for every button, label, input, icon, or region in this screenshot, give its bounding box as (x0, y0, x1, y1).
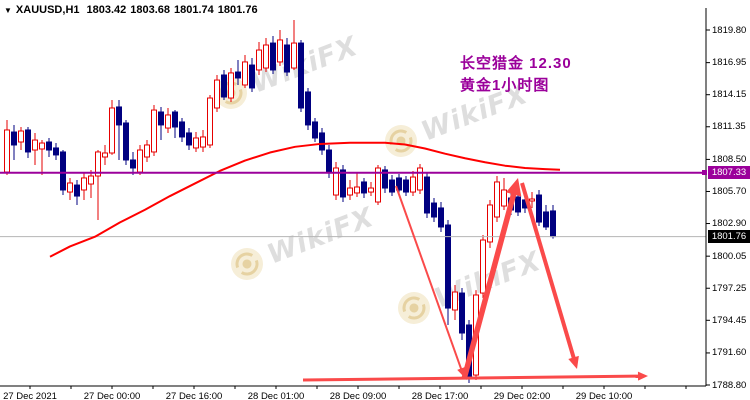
candle-bear (305, 91, 311, 126)
candle-bear (60, 151, 66, 191)
candle-bull (32, 139, 38, 151)
candle-bull (494, 181, 500, 218)
candle-bear (270, 42, 276, 71)
candle-bear (235, 71, 241, 79)
candle-bull (214, 79, 220, 109)
candle-bull (263, 44, 269, 69)
candle-bull (165, 114, 171, 129)
trend-arrow-line[interactable] (302, 374, 643, 382)
candle-bull (410, 176, 416, 193)
candle-bear (158, 111, 164, 126)
candle-bear (298, 42, 304, 109)
candle-bull (417, 167, 423, 191)
trend-arrow-head (505, 178, 522, 197)
wikifx-logo-icon (231, 248, 263, 280)
candle-bull (144, 144, 150, 158)
candle-bull (291, 42, 297, 69)
candle-bear (438, 207, 444, 228)
trend-arrow-line[interactable] (461, 187, 519, 380)
candle-bull (480, 239, 486, 294)
candle-bear (179, 121, 185, 138)
candle-bear (326, 149, 332, 173)
trend-arrow-head (568, 355, 579, 369)
candle-bull (151, 109, 157, 153)
candle-bull (256, 49, 262, 71)
candle-bull (200, 136, 206, 148)
candle-bull (501, 189, 507, 207)
candle-bear (25, 129, 31, 153)
candle-bull (137, 149, 143, 173)
candle-bear (319, 132, 325, 151)
candle-bear (284, 44, 290, 73)
candle-bear (116, 106, 122, 126)
candle-bear (382, 169, 388, 189)
candle-bear (312, 121, 318, 139)
wikifx-watermark: WikiFX (392, 244, 546, 330)
candle-bear (53, 147, 59, 156)
candle-bear (340, 169, 346, 198)
candle-bull (452, 291, 458, 311)
candle-bull (529, 198, 535, 202)
candle-bear (186, 132, 192, 146)
trend-arrow-line[interactable] (520, 182, 577, 363)
candle-bear (459, 292, 465, 334)
candle-bear (445, 224, 451, 309)
candle-bear (46, 141, 52, 151)
candle-bull (333, 167, 339, 196)
candle-bear (123, 122, 129, 161)
candle-bear (74, 184, 80, 197)
candle-bull (277, 39, 283, 63)
candle-bull (109, 107, 115, 154)
candle-bull (193, 137, 199, 149)
candle-bear (515, 196, 521, 213)
candle-bear (361, 181, 367, 194)
candle-bear (536, 194, 542, 223)
candle-bull (242, 61, 248, 86)
candle-bear (130, 159, 136, 169)
candle-bull (4, 129, 10, 173)
candle-bull (81, 177, 87, 191)
candle-bull (487, 204, 493, 243)
candle-bull (39, 142, 45, 150)
candle-bear (403, 179, 409, 193)
candle-bear (543, 211, 549, 228)
candle-bull (102, 152, 108, 158)
candle-bear (221, 74, 227, 98)
candle-bull (347, 187, 353, 196)
candle-bull (95, 151, 101, 177)
candle-bear (396, 177, 402, 191)
candle-bull (354, 186, 360, 194)
moving-average-line (49, 141, 561, 258)
candle-bull (88, 175, 94, 185)
candle-bull (368, 187, 374, 193)
candle-bull (375, 167, 381, 203)
candle-bear (249, 64, 255, 89)
candle-bull (228, 72, 234, 99)
trend-arrow-head (637, 371, 648, 381)
candle-bear (424, 176, 430, 214)
candle-bear (11, 131, 17, 146)
candle-bear (550, 210, 556, 238)
candle-bull (67, 182, 73, 193)
candle-bull (18, 130, 24, 143)
candle-bear (431, 202, 437, 218)
trend-arrow-line[interactable] (395, 185, 464, 373)
wikifx-logo-icon (398, 292, 430, 324)
wikifx-watermark: WikiFX (225, 200, 379, 286)
candle-bear (389, 179, 395, 193)
candle-bull (207, 97, 213, 146)
candle-bear (172, 111, 178, 128)
